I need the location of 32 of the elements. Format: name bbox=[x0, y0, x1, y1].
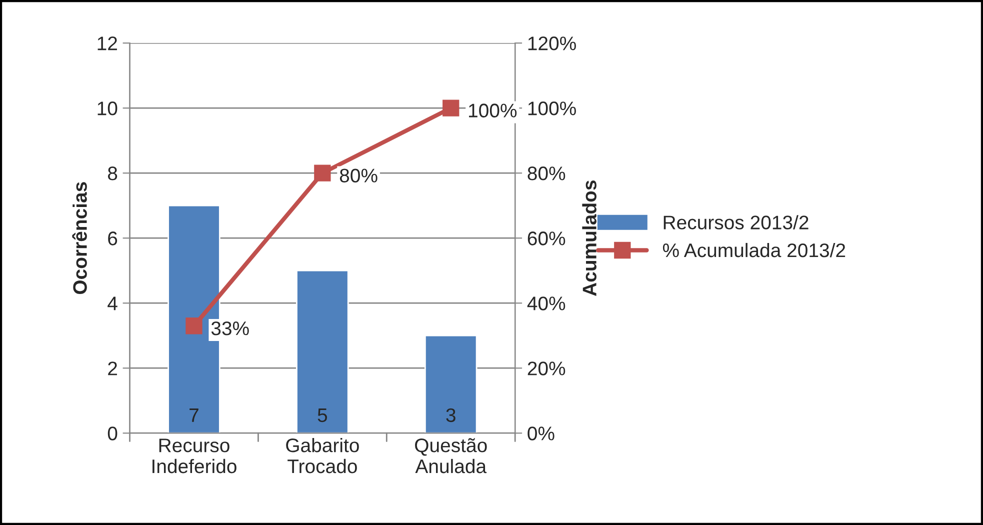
data-label: 3 bbox=[446, 408, 456, 422]
y-tick-label: 8 bbox=[108, 166, 118, 180]
y-tick-label: 4 bbox=[108, 296, 118, 310]
data-label: 80% bbox=[340, 168, 378, 182]
y2-tick-label: 60% bbox=[528, 232, 566, 246]
bar bbox=[424, 334, 478, 434]
bar bbox=[296, 270, 349, 434]
point bbox=[442, 100, 460, 116]
x-tick-label: Gabarito Trocado bbox=[286, 438, 359, 474]
y2-tick-label: 0% bbox=[528, 426, 554, 440]
data-label: 7 bbox=[190, 408, 198, 422]
y-axis-title: Ocorrências bbox=[72, 182, 87, 294]
point bbox=[314, 164, 331, 182]
y-tick-label: 2 bbox=[108, 362, 117, 376]
data-label: 5 bbox=[318, 408, 328, 422]
y2-tick-label: 40% bbox=[527, 296, 566, 310]
y-tick-label: 0 bbox=[108, 426, 118, 440]
x-tick-label: Questão Anulada bbox=[415, 438, 487, 474]
y2-tick-label: 100% bbox=[528, 102, 576, 116]
data-label: 33% bbox=[211, 321, 249, 336]
y2-tick-label: 20% bbox=[528, 362, 566, 376]
y-tick-label: 12 bbox=[98, 36, 117, 50]
point bbox=[186, 318, 202, 334]
y2-axis-title: Acumulados bbox=[582, 180, 596, 296]
y-tick-label: 6 bbox=[108, 232, 118, 246]
legend-label: Recursos 2013/2 bbox=[664, 215, 808, 230]
y2-tick-label: 120% bbox=[528, 36, 576, 50]
y-tick-label: 10 bbox=[98, 102, 118, 116]
data-label: 100% bbox=[469, 104, 517, 118]
x-tick-label: Recurso Indeferido bbox=[152, 438, 236, 474]
y2-tick-label: 80% bbox=[528, 166, 566, 180]
legend-label: % Acumulada 2013/2 bbox=[662, 242, 846, 258]
